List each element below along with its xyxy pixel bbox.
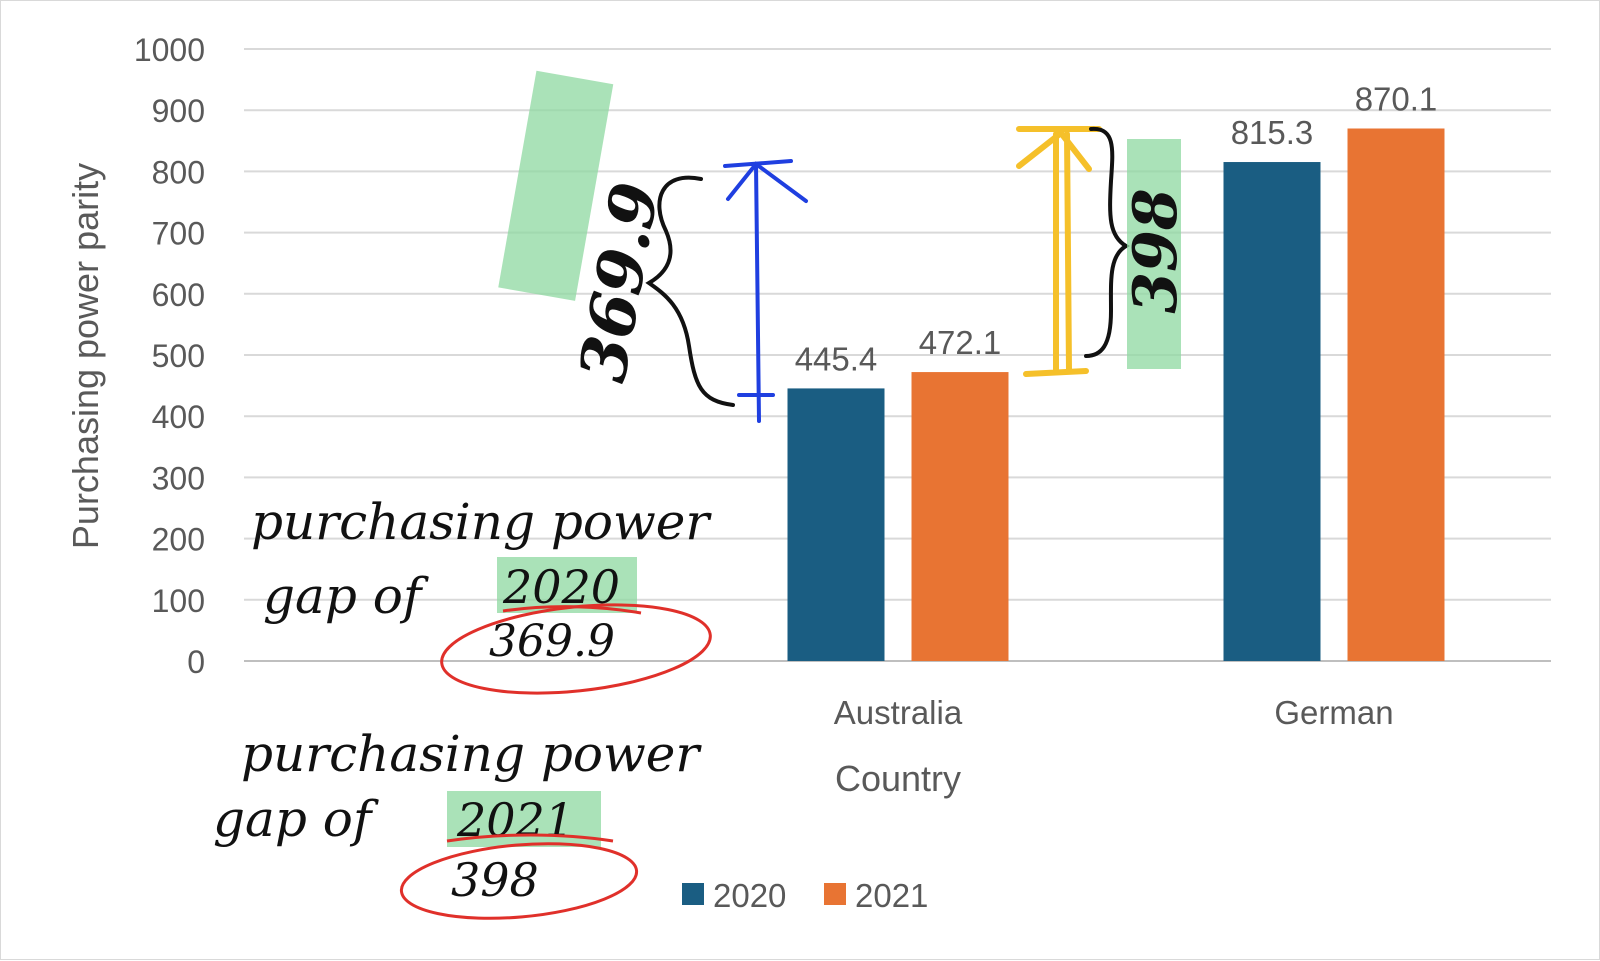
- gap-2021-label: 398: [1121, 188, 1191, 313]
- gap-2021-annotation: 398: [1016, 126, 1191, 377]
- data-label: 870.1: [1355, 80, 1438, 117]
- note-2020: purchasing power gap of 2020 369.9: [251, 493, 712, 695]
- blue-arrow: [723, 159, 808, 423]
- legend-swatch-2020: [682, 883, 704, 905]
- note-2020-value: 369.9: [489, 616, 615, 667]
- legend-label-2020: 2020: [713, 877, 786, 914]
- x-axis-label: Country: [835, 758, 961, 799]
- y-tick-label: 800: [152, 154, 205, 190]
- note-2020-value-circle: [440, 603, 712, 695]
- legend-label-2021: 2021: [855, 877, 928, 914]
- gap-2020-highlight: [498, 70, 614, 301]
- note-2021-strike: [446, 833, 614, 843]
- x-tick-label: Australia: [834, 694, 963, 731]
- note-2021-line2: gap of: [213, 790, 379, 848]
- gridlines: [244, 48, 1551, 662]
- yellow-arrow: [1016, 126, 1102, 377]
- gap-2021-brace: [1084, 126, 1130, 358]
- data-label: 445.4: [795, 340, 878, 377]
- y-tick-label: 300: [152, 460, 205, 496]
- bar-australia-2020: [787, 388, 885, 661]
- y-tick-label: 900: [152, 93, 205, 129]
- y-tick-label: 400: [152, 399, 205, 435]
- note-2021-value: 398: [451, 853, 539, 907]
- bar-german-2021: [1347, 128, 1445, 662]
- y-tick-label: 100: [152, 583, 205, 619]
- gap-2021-highlight: [1127, 139, 1181, 369]
- bar-german-2020: [1223, 162, 1321, 661]
- bar-australia-2021: [911, 372, 1009, 661]
- y-tick-label: 0: [187, 644, 205, 680]
- y-axis-ticks: 0 100 200 300 400 500 600 700 800 900 1000: [134, 32, 205, 680]
- gap-2020-annotation: 369.9: [498, 70, 808, 423]
- gap-2020-brace: [645, 175, 735, 407]
- legend: 2020 2021: [682, 877, 928, 914]
- note-2020-line2: gap of: [263, 567, 429, 625]
- legend-swatch-2021: [824, 883, 846, 905]
- note-2020-line1: purchasing power: [251, 493, 712, 551]
- note-2021-value-circle: [399, 842, 639, 920]
- y-tick-label: 500: [152, 338, 205, 374]
- y-tick-label: 1000: [134, 32, 205, 68]
- y-tick-label: 200: [152, 522, 205, 558]
- x-axis-ticks: Australia German: [834, 694, 1394, 731]
- note-2021-line1: purchasing power: [241, 725, 702, 783]
- y-tick-label: 600: [152, 277, 205, 313]
- data-label: 815.3: [1231, 114, 1314, 151]
- bars: 445.4 472.1 815.3 870.1: [787, 80, 1445, 662]
- y-tick-label: 700: [152, 216, 205, 252]
- data-label: 472.1: [919, 324, 1002, 361]
- x-tick-label: German: [1274, 694, 1393, 731]
- note-2021: purchasing power gap of 2021 398: [213, 725, 702, 920]
- y-axis-label: Purchasing power parity: [65, 163, 106, 549]
